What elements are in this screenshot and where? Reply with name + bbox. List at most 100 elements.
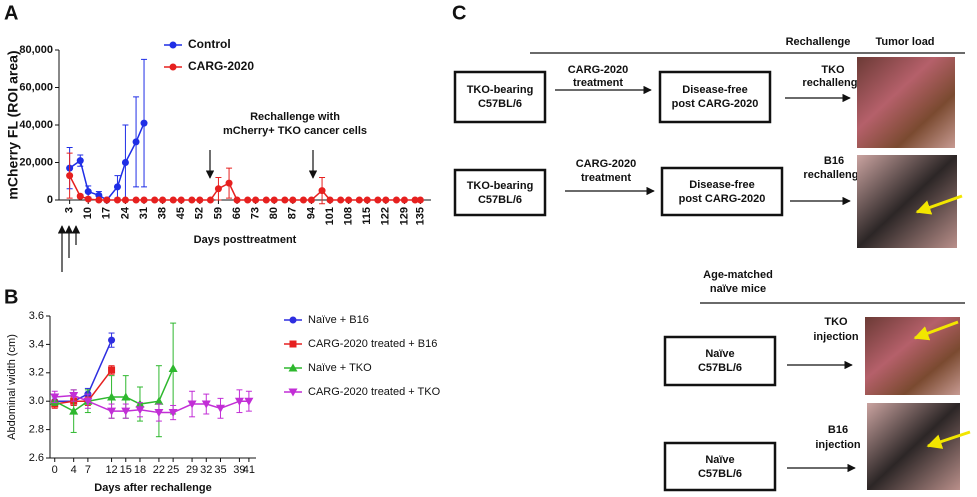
y-tick-label: 40,000 — [19, 119, 53, 131]
x-tick-label: 129 — [398, 207, 410, 225]
marker — [225, 179, 233, 187]
marker — [151, 196, 159, 204]
marker — [84, 195, 92, 203]
marker — [355, 196, 363, 204]
x-tick-label: 115 — [361, 207, 373, 225]
marker — [169, 196, 177, 204]
marker — [140, 196, 148, 204]
step-label: CARG-2020 — [568, 64, 629, 76]
marker — [76, 192, 84, 200]
x-tick-label: 0 — [52, 464, 58, 476]
marker — [154, 409, 164, 418]
x-tick-label: 15 — [120, 464, 132, 476]
marker — [299, 196, 307, 204]
x-tick-label: 25 — [167, 464, 179, 476]
box — [663, 335, 777, 387]
marker — [289, 340, 297, 348]
x-tick-label: 29 — [186, 464, 198, 476]
marker — [214, 185, 222, 193]
box-label: Naïve — [705, 348, 734, 360]
y-tick-label: 60,000 — [19, 81, 53, 93]
marker — [169, 63, 177, 71]
marker — [392, 196, 400, 204]
x-axis-title: Days posttreatment — [194, 234, 297, 246]
marker — [113, 183, 121, 191]
marker — [69, 392, 79, 401]
marker — [121, 407, 131, 416]
x-tick-label: 24 — [119, 206, 131, 219]
marker — [107, 392, 117, 401]
x-tick-label: 4 — [71, 464, 77, 476]
y-axis-title: mCherry FL (ROI area) — [5, 50, 21, 199]
x-tick-label: 35 — [214, 464, 226, 476]
photo — [857, 155, 957, 248]
marker — [252, 196, 260, 204]
marker — [159, 196, 167, 204]
marker — [121, 392, 131, 401]
legend-label: Control — [188, 37, 231, 51]
step-label: injection — [813, 331, 859, 343]
x-axis-title: Days after rechallenge — [94, 482, 211, 494]
legend-label: Naïve + TKO — [308, 362, 372, 374]
marker — [206, 196, 214, 204]
highlight-arrow — [913, 320, 959, 341]
x-tick-label: 17 — [101, 207, 113, 219]
marker — [132, 196, 140, 204]
box-label: Naïve — [705, 454, 734, 466]
series-line — [68, 175, 421, 201]
marker — [69, 406, 79, 415]
step-label: treatment — [573, 77, 623, 89]
legend-label: Naïve + B16 — [308, 314, 369, 326]
y-tick-label: 2.8 — [29, 424, 44, 436]
box-label: Disease-free — [682, 84, 747, 96]
group-header: naïve mice — [710, 283, 766, 295]
marker — [318, 187, 326, 195]
legend-label: CARG-2020 treated + B16 — [308, 338, 437, 350]
marker — [50, 393, 60, 402]
step-label: TKO — [824, 316, 848, 328]
box-label: post CARG-2020 — [679, 193, 766, 205]
series-line — [54, 368, 174, 413]
marker — [103, 196, 111, 204]
step-label: rechallenge — [802, 77, 863, 89]
marker — [288, 363, 298, 372]
box-label: TKO-bearing — [467, 180, 534, 192]
marker — [289, 316, 297, 324]
box — [453, 70, 547, 124]
y-tick-label: 3.6 — [29, 310, 44, 322]
box — [663, 441, 777, 492]
y-tick-label: 3.2 — [29, 367, 44, 379]
marker — [345, 196, 353, 204]
x-tick-label: 18 — [134, 464, 146, 476]
x-tick-label: 122 — [380, 207, 392, 225]
panel-letter: C — [452, 2, 466, 24]
marker — [196, 196, 204, 204]
x-tick-label: 39 — [233, 464, 245, 476]
step-label: B16 — [828, 424, 848, 436]
annotation: Rechallenge with — [250, 111, 340, 123]
marker — [76, 157, 84, 165]
x-tick-label: 32 — [200, 464, 212, 476]
box — [660, 166, 784, 217]
marker — [215, 404, 225, 413]
step-label: rechallenge — [803, 169, 864, 181]
x-tick-label: 38 — [157, 207, 169, 219]
y-tick-label: 20,000 — [19, 156, 53, 168]
step-label: treatment — [581, 172, 631, 184]
box-label: Disease-free — [689, 179, 754, 191]
marker — [289, 196, 297, 204]
y-tick-label: 3.4 — [29, 338, 44, 350]
marker — [121, 196, 129, 204]
x-tick-label: 80 — [268, 207, 280, 219]
x-tick-label: 7 — [85, 464, 91, 476]
step-label: injection — [815, 439, 861, 451]
step-label: CARG-2020 — [576, 158, 637, 170]
x-tick-label: 87 — [287, 207, 299, 219]
marker — [382, 196, 390, 204]
marker — [121, 159, 129, 166]
box-label: C57BL/6 — [478, 194, 522, 206]
marker — [188, 196, 196, 204]
legend-label: CARG-2020 — [188, 59, 254, 73]
column-header: Tumor load — [875, 36, 934, 48]
y-axis-title: Abdominal width (cm) — [6, 334, 18, 440]
